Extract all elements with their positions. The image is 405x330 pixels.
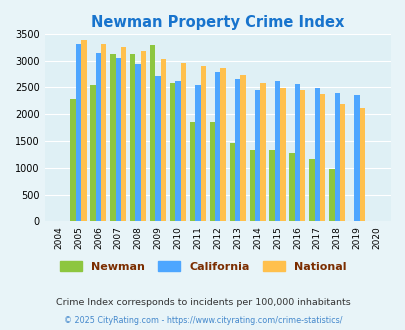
Title: Newman Property Crime Index: Newman Property Crime Index xyxy=(91,15,344,30)
Bar xyxy=(319,94,324,221)
Bar xyxy=(274,81,279,221)
Bar xyxy=(170,83,175,221)
Bar xyxy=(334,93,339,221)
Bar xyxy=(289,153,294,221)
Bar xyxy=(279,88,285,221)
Bar xyxy=(110,54,115,221)
Bar xyxy=(96,53,101,221)
Bar xyxy=(249,149,254,221)
Bar xyxy=(115,58,121,221)
Bar xyxy=(309,159,314,221)
Bar xyxy=(81,40,86,221)
Text: Crime Index corresponds to incidents per 100,000 inhabitants: Crime Index corresponds to incidents per… xyxy=(55,298,350,307)
Bar xyxy=(314,88,319,221)
Bar xyxy=(130,54,135,221)
Bar xyxy=(121,47,126,221)
Bar xyxy=(254,90,260,221)
Bar xyxy=(209,122,215,221)
Bar xyxy=(220,68,225,221)
Bar xyxy=(328,169,334,221)
Bar xyxy=(70,99,76,221)
Bar xyxy=(135,64,141,221)
Bar xyxy=(215,73,220,221)
Bar xyxy=(141,50,146,221)
Bar xyxy=(229,143,234,221)
Bar xyxy=(155,76,160,221)
Legend: Newman, California, National: Newman, California, National xyxy=(55,257,350,277)
Bar xyxy=(160,58,166,221)
Bar xyxy=(101,44,106,221)
Bar xyxy=(195,85,200,221)
Bar xyxy=(150,45,155,221)
Bar xyxy=(339,104,345,221)
Bar xyxy=(175,81,180,221)
Bar xyxy=(260,83,265,221)
Bar xyxy=(180,63,185,221)
Bar xyxy=(76,44,81,221)
Bar xyxy=(240,75,245,221)
Bar xyxy=(90,85,96,221)
Bar xyxy=(234,79,240,221)
Bar xyxy=(190,122,195,221)
Bar xyxy=(294,84,299,221)
Bar xyxy=(200,66,205,221)
Bar xyxy=(299,90,305,221)
Bar xyxy=(269,149,274,221)
Text: © 2025 CityRating.com - https://www.cityrating.com/crime-statistics/: © 2025 CityRating.com - https://www.city… xyxy=(64,316,341,325)
Bar xyxy=(359,108,364,221)
Bar xyxy=(354,95,359,221)
